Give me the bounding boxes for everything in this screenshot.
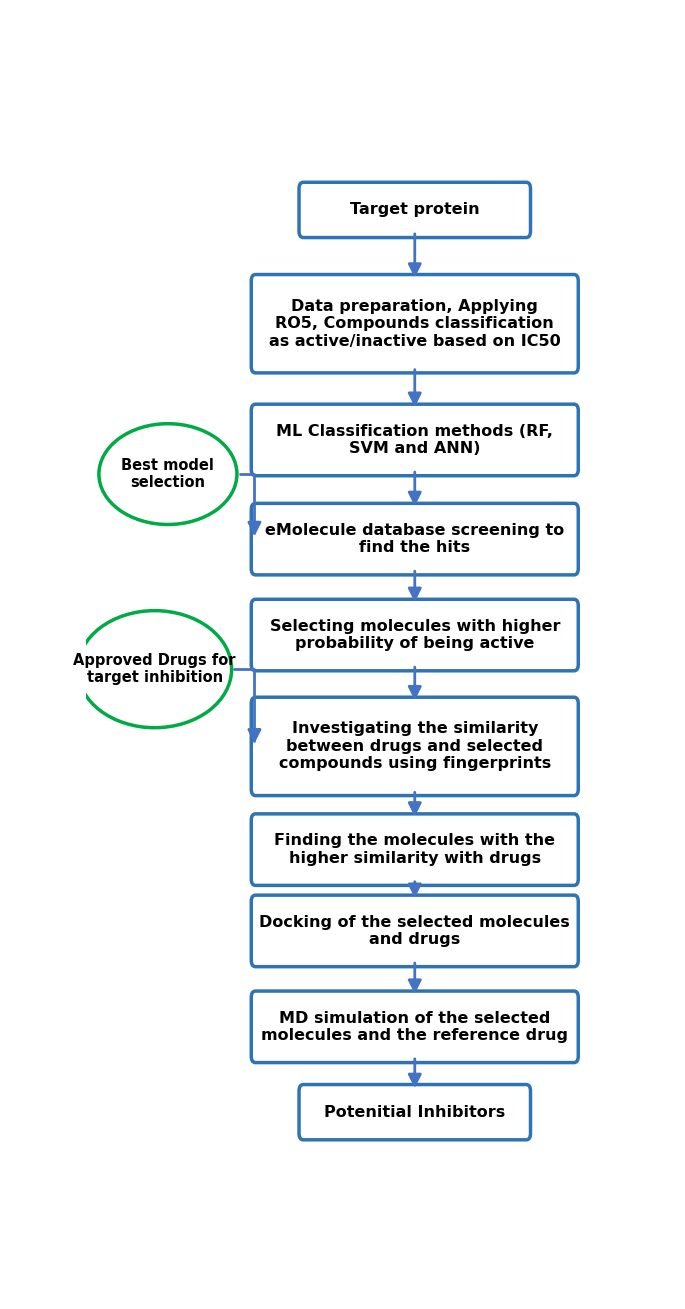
Text: Finding the molecules with the
higher similarity with drugs: Finding the molecules with the higher si… [274, 834, 556, 865]
Ellipse shape [77, 610, 232, 728]
FancyBboxPatch shape [251, 600, 578, 670]
Text: eMolecule database screening to
find the hits: eMolecule database screening to find the… [265, 522, 564, 555]
Text: Selecting molecules with higher
probability of being active: Selecting molecules with higher probabil… [269, 619, 560, 652]
FancyBboxPatch shape [251, 814, 578, 885]
Text: MD simulation of the selected
molecules and the reference drug: MD simulation of the selected molecules … [261, 1011, 569, 1043]
FancyBboxPatch shape [251, 504, 578, 575]
Text: Docking of the selected molecules
and drugs: Docking of the selected molecules and dr… [260, 915, 570, 948]
FancyBboxPatch shape [299, 182, 530, 237]
Text: Potenitial Inhibitors: Potenitial Inhibitors [324, 1105, 506, 1119]
Text: Approved Drugs for
target inhibition: Approved Drugs for target inhibition [73, 653, 236, 686]
Text: ML Classification methods (RF,
SVM and ANN): ML Classification methods (RF, SVM and A… [276, 424, 553, 456]
Text: Best model
selection: Best model selection [121, 458, 214, 491]
FancyBboxPatch shape [299, 1085, 530, 1140]
FancyBboxPatch shape [251, 895, 578, 966]
Text: Investigating the similarity
between drugs and selected
compounds using fingerpr: Investigating the similarity between dru… [279, 721, 551, 771]
Ellipse shape [99, 424, 237, 525]
FancyBboxPatch shape [251, 275, 578, 373]
FancyBboxPatch shape [251, 404, 578, 475]
FancyBboxPatch shape [251, 698, 578, 796]
Text: Data preparation, Applying
RO5, Compounds classification
as active/inactive base: Data preparation, Applying RO5, Compound… [269, 298, 560, 348]
Text: Target protein: Target protein [350, 203, 480, 217]
FancyBboxPatch shape [251, 991, 578, 1063]
